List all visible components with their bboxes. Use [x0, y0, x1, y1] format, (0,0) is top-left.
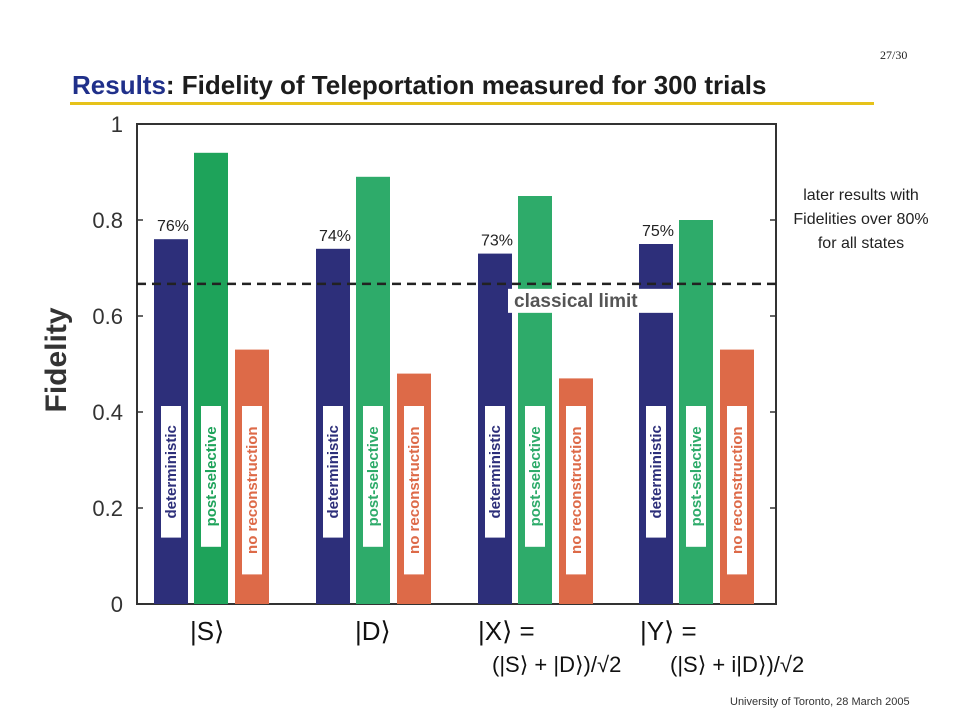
bar-label-box	[323, 406, 343, 538]
bar-series-label: no reconstruction	[244, 426, 261, 554]
category-label: |Y⟩ =	[640, 616, 697, 646]
bar-series-label: no reconstruction	[568, 426, 585, 554]
bar-series-label: no reconstruction	[406, 426, 423, 554]
data-label: 74%	[319, 228, 351, 245]
y-axis-label: Fidelity	[40, 307, 73, 412]
plot-area: 0 0.2 0.4 0.6 0.8 1 Fidelity deterministic post-…	[40, 112, 804, 677]
bar-series-label: post-selective	[688, 426, 705, 526]
category-label: |X⟩ =	[478, 616, 535, 646]
title-accent: Results	[72, 70, 166, 100]
y-tick-label: 0.4	[92, 400, 123, 425]
bar-series-label: deterministic	[487, 425, 504, 518]
bar-series-label: deterministic	[325, 425, 342, 518]
bar-label-box	[525, 406, 545, 547]
y-tick-label: 0.8	[92, 208, 123, 233]
bar-label-box	[201, 406, 221, 547]
bar-label-box	[363, 406, 383, 547]
bar-series-label: post-selective	[527, 426, 544, 526]
page-number: 27/30	[880, 48, 908, 62]
bar-label-box	[485, 406, 505, 538]
bar-label-box	[161, 406, 181, 538]
data-label: 76%	[157, 218, 189, 235]
data-label: 75%	[642, 223, 674, 240]
bar-series-label: post-selective	[365, 426, 382, 526]
y-tick-label: 0.2	[92, 496, 123, 521]
category-label: |S⟩	[190, 616, 224, 646]
bar-label-box	[404, 406, 424, 575]
classical-limit-label: classical limit	[514, 291, 638, 312]
category-label-formula: (|S⟩ + i|D⟩)/√2	[670, 652, 804, 677]
bar-series-label: deterministic	[648, 425, 665, 518]
bar-series-label: post-selective	[203, 426, 220, 526]
category-label-formula: (|S⟩ + |D⟩)/√2	[492, 652, 621, 677]
slide-title: Results: Fidelity of Teleportation measu…	[72, 70, 766, 101]
title-rest: : Fidelity of Teleportation measured for…	[165, 70, 767, 100]
classical-limit-label-box	[508, 288, 678, 313]
bar-series-label: no reconstruction	[729, 426, 746, 554]
bar-series-label: deterministic	[163, 425, 180, 518]
later-results-note: later results with Fidelities over 80% f…	[793, 187, 929, 252]
category-label: |D⟩	[355, 616, 391, 646]
y-tick-label: 1	[111, 112, 123, 137]
bar-label-box	[727, 406, 747, 575]
y-tick-label: 0	[111, 592, 123, 617]
footer-text: University of Toronto, 28 March 2005	[730, 696, 910, 708]
bar-label-box	[646, 406, 666, 538]
bar-label-box	[242, 406, 262, 575]
bar-label-box	[686, 406, 706, 547]
y-tick-label: 0.6	[92, 304, 123, 329]
bar-label-box	[566, 406, 586, 575]
title-underline	[70, 102, 874, 105]
data-label: 73%	[481, 233, 513, 250]
